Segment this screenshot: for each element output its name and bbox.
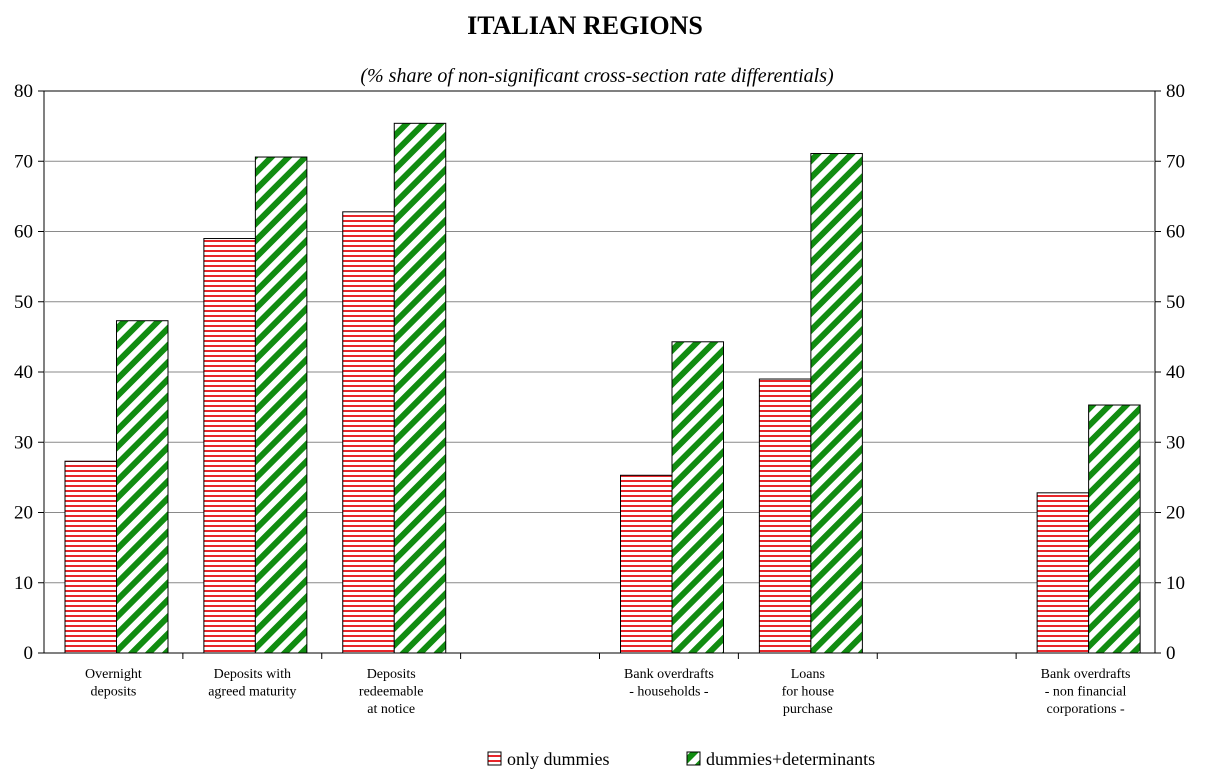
- y-axis-right: 0 10 20 30 40 50 60 70 80: [1155, 81, 1185, 664]
- y-tick-label-left: 20: [14, 503, 33, 524]
- bars: [64, 122, 1141, 654]
- y-tick-label-right: 40: [1166, 362, 1185, 383]
- x-category-label: agreed maturity: [208, 685, 296, 700]
- y-tick-label-left: 10: [14, 573, 33, 594]
- legend-swatch-only-dummies: [487, 751, 502, 766]
- x-category-label: purchase: [783, 702, 833, 717]
- x-category-label: Bank overdrafts: [624, 667, 714, 682]
- chart-title: ITALIAN REGIONS: [467, 11, 703, 40]
- bar-only-dummies: [758, 378, 812, 654]
- x-category-label: corporations -: [1046, 702, 1124, 717]
- x-category-label: for house: [782, 685, 835, 700]
- legend-swatch-dummies-determinants: [686, 751, 701, 766]
- x-category-label: deposits: [90, 685, 136, 700]
- y-tick-label-left: 80: [14, 81, 33, 102]
- bar-only-dummies: [1036, 492, 1090, 654]
- legend-item-only-dummies: only dummies: [487, 749, 610, 769]
- y-tick-label-left: 30: [14, 432, 33, 453]
- y-axis-left: 0 10 20 30 40 50 60 70 80: [14, 81, 44, 664]
- x-category-label: Deposits with: [214, 667, 291, 682]
- y-tick-label-left: 50: [14, 292, 33, 313]
- y-tick-label-left: 0: [24, 643, 34, 664]
- x-category-label: at notice: [367, 702, 415, 717]
- bar-only-dummies: [342, 211, 395, 654]
- y-tick-label-right: 80: [1166, 81, 1185, 102]
- x-category-label: Overnight: [85, 667, 142, 682]
- bar-dummies-determinants: [116, 320, 169, 654]
- y-tick-label-right: 30: [1166, 432, 1185, 453]
- y-tick-label-left: 40: [14, 362, 33, 383]
- legend: only dummies dummies+determinants: [487, 749, 875, 769]
- bar-only-dummies: [64, 460, 117, 654]
- y-tick-label-right: 70: [1166, 151, 1185, 172]
- y-tick-label-right: 50: [1166, 292, 1185, 313]
- x-category-label: Deposits: [367, 667, 416, 682]
- x-category-label: redeemable: [359, 685, 424, 700]
- x-category-label: - non financial: [1045, 685, 1127, 700]
- bar-dummies-determinants: [810, 153, 863, 654]
- y-tick-label-right: 60: [1166, 222, 1185, 243]
- bar-only-dummies: [620, 474, 673, 654]
- x-axis: Overnight deposits Deposits with agreed mat…: [85, 653, 1130, 717]
- legend-label-dummies-determinants: dummies+determinants: [706, 749, 875, 769]
- y-tick-label-right: 20: [1166, 503, 1185, 524]
- x-category-label: Loans: [791, 667, 825, 682]
- chart-subtitle: (% share of non-significant cross-sectio…: [360, 65, 834, 87]
- y-tick-label-left: 70: [14, 151, 33, 172]
- x-category-label: Bank overdrafts: [1041, 667, 1131, 682]
- bar-only-dummies: [203, 238, 256, 654]
- bar-dummies-determinants: [254, 156, 308, 654]
- y-tick-label-left: 60: [14, 222, 33, 243]
- y-tick-label-right: 0: [1166, 643, 1176, 664]
- legend-label-only-dummies: only dummies: [507, 749, 610, 769]
- y-tick-label-right: 10: [1166, 573, 1185, 594]
- x-category-label: - households -: [629, 685, 709, 700]
- bar-dummies-determinants: [1088, 404, 1141, 654]
- bar-dummies-determinants: [671, 341, 724, 654]
- legend-item-dummies-determinants: dummies+determinants: [686, 749, 875, 769]
- bar-dummies-determinants: [393, 122, 447, 654]
